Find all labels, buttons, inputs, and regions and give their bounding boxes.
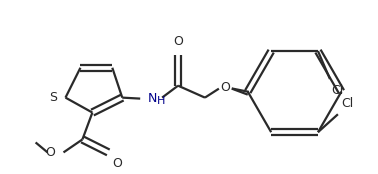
Text: N: N [148, 92, 158, 105]
Text: O: O [46, 146, 56, 159]
Text: Cl: Cl [331, 84, 343, 97]
Text: O: O [173, 35, 183, 48]
Text: H: H [157, 96, 166, 106]
Text: O: O [112, 157, 122, 170]
Text: Cl: Cl [341, 97, 353, 110]
Text: O: O [220, 81, 230, 94]
Text: S: S [50, 91, 57, 104]
